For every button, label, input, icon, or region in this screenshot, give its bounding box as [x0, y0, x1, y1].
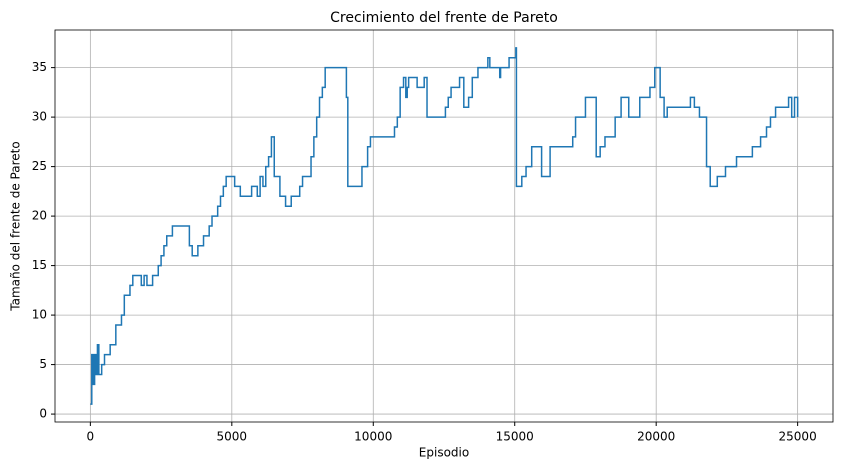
- x-tick-label: 10000: [354, 430, 392, 444]
- y-tick-label: 0: [39, 407, 47, 421]
- y-tick-label: 25: [32, 159, 47, 173]
- y-tick-label: 30: [32, 110, 47, 124]
- y-tick-label: 20: [32, 209, 47, 223]
- x-tick-label: 5000: [217, 430, 248, 444]
- line: [90, 47, 799, 405]
- x-tick-label: 20000: [637, 430, 675, 444]
- y-tick-label: 5: [39, 357, 47, 371]
- y-tick-label: 35: [32, 60, 47, 74]
- y-tick-label: 15: [32, 258, 47, 272]
- x-tick-label: 25000: [779, 430, 817, 444]
- x-tick-label: 0: [87, 430, 95, 444]
- y-axis-label: Tamaño del frente de Pareto: [9, 141, 23, 311]
- x-tick-label: 15000: [496, 430, 534, 444]
- chart-title: Crecimiento del frente de Pareto: [330, 10, 558, 26]
- x-axis-label: Episodio: [419, 446, 469, 460]
- y-tick-label: 10: [32, 308, 47, 322]
- plot-frame: [54, 29, 834, 423]
